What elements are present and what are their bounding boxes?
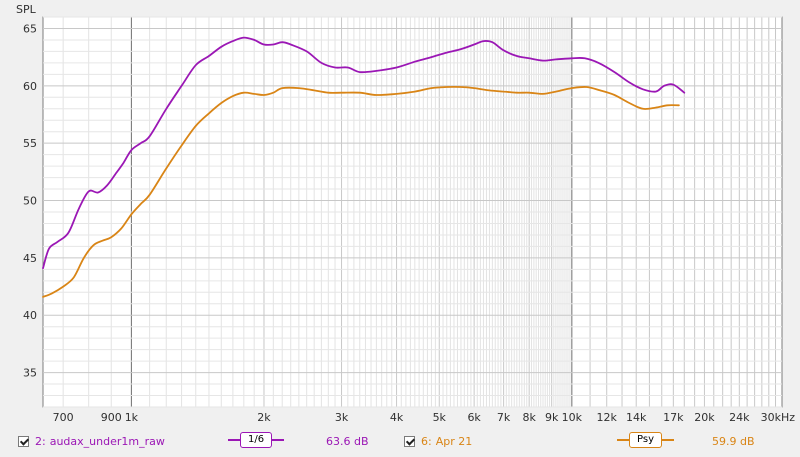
smoothing-value-series-2: Psy: [629, 432, 662, 448]
series-2-name: Apr 21: [435, 435, 473, 448]
legend-entry-series-1[interactable]: 2: audax_under1m_raw: [18, 435, 165, 448]
smoothing-control-series-1[interactable]: 1/6: [228, 432, 285, 448]
series-line-2: [42, 85, 680, 298]
x-tick-label: 17k: [663, 411, 684, 424]
x-tick-label: 20k: [694, 411, 715, 424]
legend-entry-series-2[interactable]: 6: Apr 21: [404, 435, 472, 448]
level-series-1: 63.6 dB: [326, 435, 369, 448]
series-line-1: [42, 36, 686, 270]
smoothing-value-series-1: 1/6: [240, 432, 273, 448]
y-tick-label: 35: [23, 367, 37, 380]
y-tick-label: 40: [23, 309, 37, 322]
checkbox-series-2[interactable]: [404, 436, 415, 447]
series-layer: [42, 36, 686, 298]
level-series-2: 59.9 dB: [712, 435, 755, 448]
x-tick-label: 4k: [390, 411, 404, 424]
y-tick-labels: 35 40 45 50 55 60 65: [23, 22, 37, 379]
y-tick-label: 60: [23, 80, 37, 93]
series-1-index: 2:: [35, 435, 46, 448]
x-tick-label: 12k: [597, 411, 618, 424]
x-tick-label: 9k: [545, 411, 559, 424]
x-tick-labels: 700 900 1k 2k 3k 4k 5k 6k 7k 8k 9k 10k 12k 14k 17k 20k 2…: [53, 411, 796, 424]
x-tick-label: 2k: [257, 411, 271, 424]
y-tick-label: 50: [23, 195, 37, 208]
x-tick-label: 30kHz: [761, 411, 796, 424]
y-axis-label: SPL: [16, 3, 37, 16]
x-tick-label: 5k: [433, 411, 447, 424]
y-tick-label: 65: [23, 22, 37, 35]
x-tick-label: 700: [53, 411, 74, 424]
x-tick-label: 3k: [335, 411, 349, 424]
x-tick-label: 7k: [497, 411, 511, 424]
smoothing-control-series-2[interactable]: Psy: [617, 432, 674, 448]
y-tick-label: 45: [23, 252, 37, 265]
x-tick-label: 1k: [125, 411, 139, 424]
x-tick-label: 6k: [467, 411, 481, 424]
x-tick-label: 10k: [562, 411, 583, 424]
x-tick-label: 24k: [729, 411, 750, 424]
series-1-name: audax_under1m_raw: [49, 435, 165, 448]
y-tick-label: 55: [23, 137, 37, 150]
series-2-index: 6:: [421, 435, 432, 448]
x-tick-label: 900: [101, 411, 122, 424]
x-tick-label: 8k: [522, 411, 536, 424]
legend: 2: audax_under1m_raw 1/6 63.6 dB 6: Apr …: [0, 428, 800, 457]
checkbox-series-1[interactable]: [18, 436, 29, 447]
x-tick-label: 14k: [626, 411, 647, 424]
